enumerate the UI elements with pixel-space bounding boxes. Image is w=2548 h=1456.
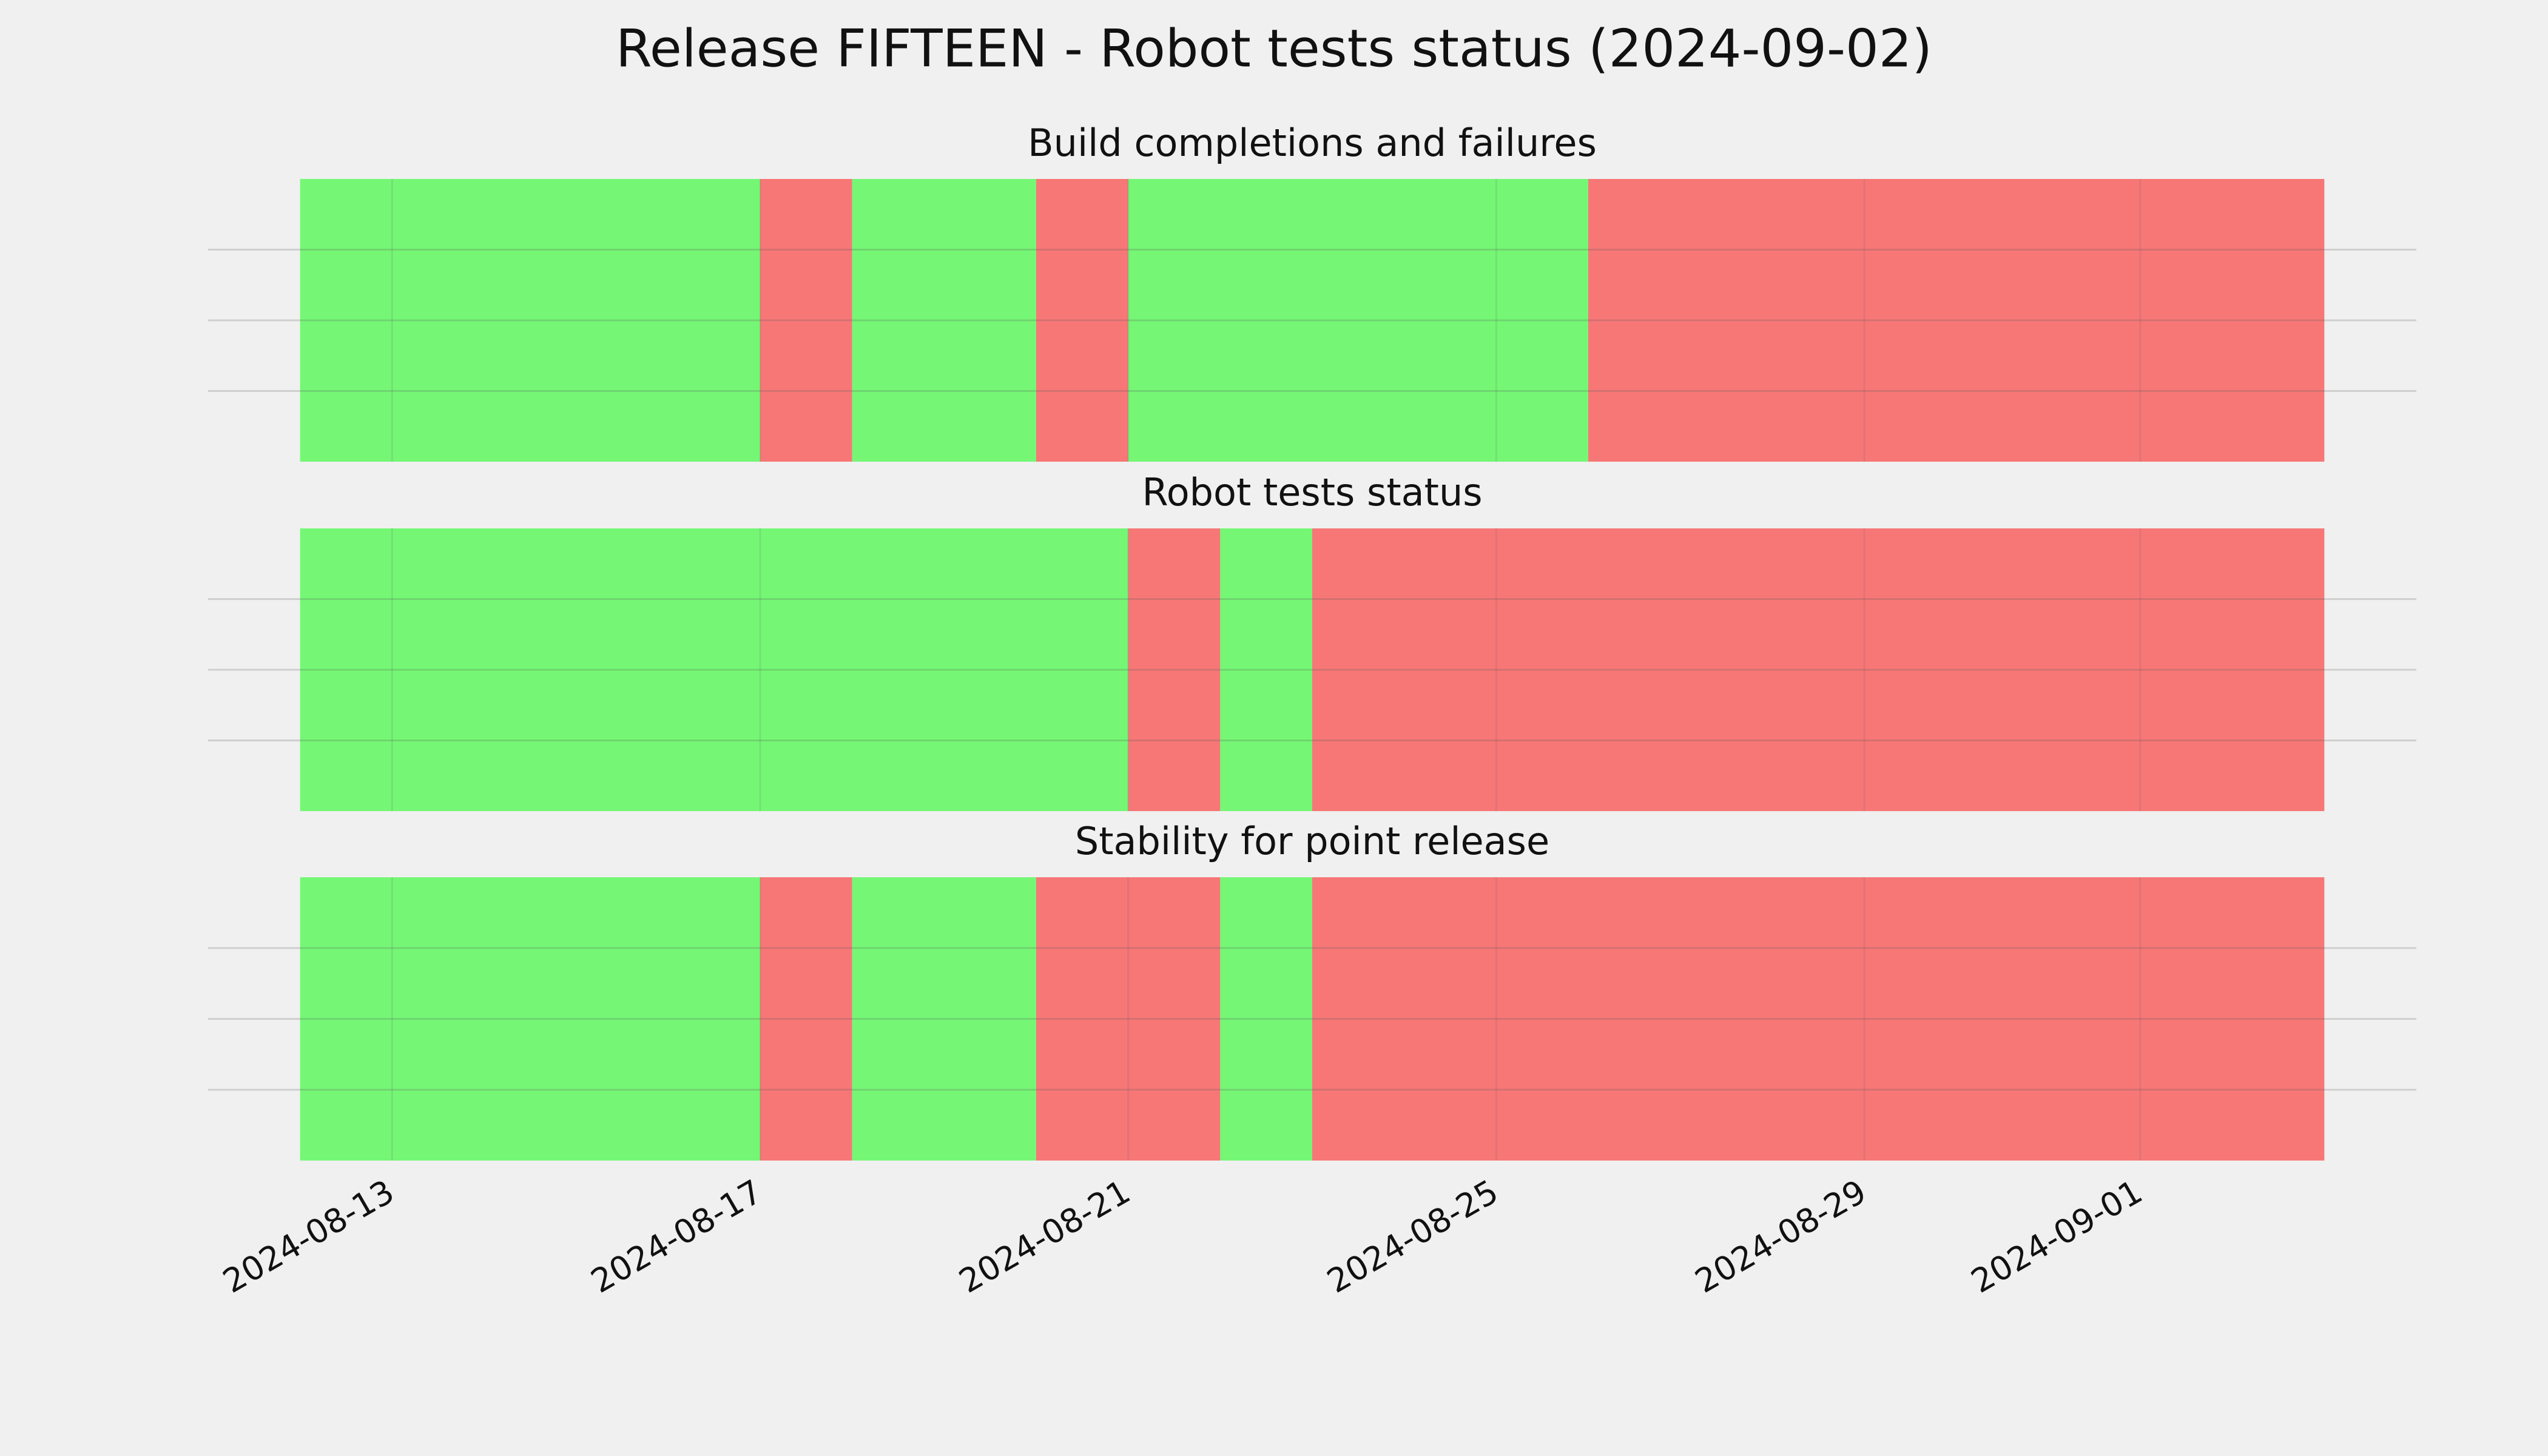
status-segment: [1036, 877, 1221, 1161]
chart-title: Release FIFTEEN - Robot tests status (20…: [616, 18, 1932, 79]
status-segment: [852, 179, 1036, 462]
status-segment: [1220, 877, 1312, 1161]
status-segment: [760, 179, 852, 462]
status-segment: [852, 877, 1036, 1161]
status-segment: [1128, 179, 1588, 462]
status-segment: [1036, 179, 1128, 462]
status-segment: [1588, 179, 2325, 462]
status-segment: [300, 877, 761, 1161]
status-segment: [300, 179, 761, 462]
status-segment: [760, 877, 852, 1161]
status-segment: [1312, 528, 2325, 811]
status-segment: [300, 528, 1128, 811]
status-segment: [1128, 528, 1221, 811]
status-segment: [1220, 528, 1312, 811]
status-segment: [1312, 877, 2325, 1161]
panel-title: Build completions and failures: [1028, 121, 1597, 165]
panel-title: Stability for point release: [1075, 819, 1549, 863]
panel-title: Robot tests status: [1142, 470, 1482, 514]
